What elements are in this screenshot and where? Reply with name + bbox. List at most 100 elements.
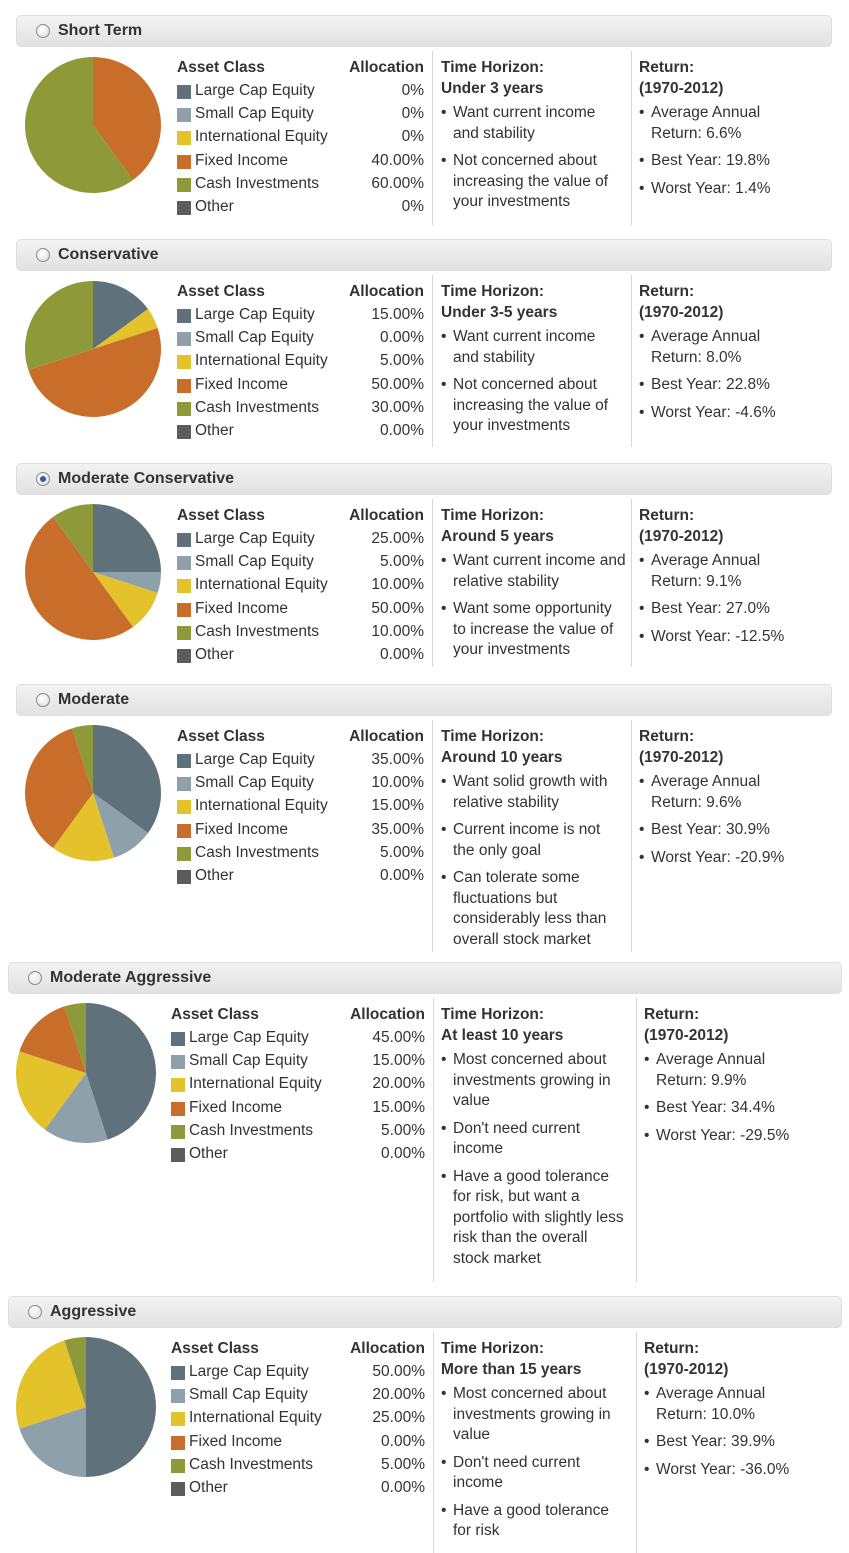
- color-swatch: [171, 1389, 185, 1404]
- return-period: (1970-2012): [639, 303, 724, 321]
- column-divider: [631, 51, 632, 225]
- asset-name: International Equity: [189, 1409, 322, 1427]
- pie-slice-small-cap: [44, 1073, 108, 1143]
- asset-name: Large Cap Equity: [195, 82, 315, 99]
- time-horizon-value: More than 15 years: [441, 1360, 582, 1378]
- asset-name: Small Cap Equity: [195, 329, 314, 347]
- bullet-dot: •: [441, 869, 447, 886]
- bullet-dot: •: [639, 600, 645, 617]
- return-bullet: • Best Year: 34.4%: [644, 1098, 814, 1119]
- table-header: Asset Class Allocation: [177, 283, 432, 306]
- return-bullet: • Average Annual Return: 9.1%: [639, 551, 809, 592]
- bullet-text: Average Annual Return: 9.6%: [651, 773, 761, 811]
- return-bullet: • Best Year: 22.8%: [639, 375, 809, 396]
- asset-row: Large Cap Equity 45.00%: [171, 1029, 433, 1052]
- portfolio-radio[interactable]: [28, 1305, 42, 1319]
- allocation-value: 0%: [401, 105, 424, 123]
- time-horizon-label: Time Horizon:: [441, 1340, 545, 1357]
- allocation-value: 5.00%: [380, 553, 424, 571]
- portfolio-title: Short Term: [58, 22, 143, 39]
- bullet-dot: •: [639, 773, 645, 790]
- color-swatch: [171, 1055, 185, 1070]
- asset-name: Large Cap Equity: [195, 530, 315, 547]
- bullet-dot: •: [639, 104, 645, 121]
- portfolio-title: Moderate Conservative: [58, 470, 235, 487]
- allocation-value: 0.00%: [381, 1144, 425, 1162]
- portfolio-header[interactable]: Moderate Aggressive: [8, 962, 842, 994]
- allocation-value: 10.00%: [371, 576, 424, 594]
- color-swatch: [171, 1032, 185, 1046]
- asset-row: Cash Investments 5.00%: [171, 1122, 433, 1145]
- asset-name: Fixed Income: [195, 820, 289, 838]
- bullet-text: Have a good tolerance for risk: [453, 1501, 609, 1540]
- bullet-dot: •: [441, 773, 447, 790]
- portfolio-radio[interactable]: [36, 693, 50, 707]
- asset-row: Cash Investments 5.00%: [171, 1456, 433, 1479]
- horizon-bullet: • Want current income and stability: [441, 327, 623, 368]
- color-swatch: [177, 200, 191, 215]
- color-swatch: [177, 154, 191, 169]
- pie-slice-small-cap: [19, 1407, 87, 1477]
- asset-name: Cash Investments: [195, 622, 320, 640]
- allocation-value: 30.00%: [371, 398, 424, 416]
- portfolio-header[interactable]: Moderate: [16, 684, 832, 716]
- bullet-text: Best Year: 39.9%: [656, 1433, 775, 1450]
- allocation-value: 25.00%: [372, 1409, 425, 1427]
- bullet-dot: •: [639, 552, 645, 569]
- bullet-text: Worst Year: -36.0%: [656, 1460, 790, 1478]
- bullet-dot: •: [644, 1126, 650, 1144]
- pie-slice-cash: [24, 57, 133, 193]
- color-swatch: [177, 846, 191, 861]
- time-horizon-label: Time Horizon:: [441, 1006, 545, 1023]
- portfolio-radio[interactable]: [36, 248, 50, 262]
- portfolio-header[interactable]: Short Term: [16, 15, 832, 47]
- return-bullet: • Average Annual Return: 6.6%: [639, 103, 809, 144]
- portfolio-radio[interactable]: [36, 24, 50, 38]
- allocation-value: 10.00%: [371, 622, 424, 640]
- asset-name: International Equity: [189, 1075, 322, 1093]
- bullet-text: Best Year: 30.9%: [651, 821, 770, 838]
- horizon-bullet: • Don't need current income: [441, 1453, 626, 1494]
- portfolio-header[interactable]: Conservative: [16, 239, 832, 271]
- bullet-text: Don't need current income: [453, 1453, 581, 1492]
- horizon-bullet: • Want some opportunity to increase the v…: [441, 599, 626, 661]
- asset-name: International Equity: [195, 352, 328, 370]
- pie-slice-cash: [64, 1337, 86, 1407]
- column-divider: [631, 275, 632, 447]
- asset-name: Other: [195, 645, 234, 663]
- bullet-text: Want solid growth with relative stabilit…: [453, 773, 608, 811]
- column-divider: [631, 720, 632, 952]
- column-divider: [432, 275, 433, 447]
- portfolio-section: Conservative Asset Class Allocation Large C…: [0, 239, 849, 447]
- pie-slice-international: [15, 1051, 87, 1130]
- bullet-dot: •: [441, 376, 447, 393]
- asset-allocation-table: Asset Class Allocation Large Cap Equity 50.…: [171, 1340, 433, 1502]
- asset-name: Fixed Income: [195, 599, 289, 617]
- asset-class-header: Asset Class: [177, 728, 265, 745]
- bullet-text: Not concerned about increasing the value…: [453, 152, 609, 210]
- color-swatch: [177, 332, 191, 347]
- asset-name: Fixed Income: [189, 1432, 283, 1450]
- time-horizon-column: Time Horizon: More than 15 years • Most con…: [441, 1339, 626, 1549]
- color-swatch: [177, 823, 191, 838]
- horizon-bullet: • Can tolerate some fluctuations but cons…: [441, 868, 626, 950]
- bullet-dot: •: [639, 848, 645, 866]
- return-bullet: • Worst Year: -4.6%: [639, 403, 809, 424]
- allocation-header: Allocation: [349, 283, 424, 300]
- column-divider: [433, 1332, 434, 1553]
- portfolio-header[interactable]: Aggressive: [8, 1296, 842, 1328]
- time-horizon-value: At least 10 years: [441, 1026, 564, 1044]
- portfolio-radio[interactable]: [28, 971, 42, 985]
- return-bullet: • Worst Year: -12.5%: [639, 627, 809, 648]
- asset-class-header: Asset Class: [171, 1006, 259, 1023]
- asset-name: Fixed Income: [195, 375, 289, 393]
- allocation-value: 20.00%: [372, 1386, 425, 1404]
- portfolio-header[interactable]: Moderate Conservative: [16, 463, 832, 495]
- portfolio-radio[interactable]: [36, 472, 50, 486]
- bullet-text: Average Annual Return: 10.0%: [656, 1385, 766, 1423]
- return-column: Return: (1970-2012) • Average Annual Return…: [639, 282, 809, 430]
- pie-slice-large-cap: [93, 504, 161, 572]
- color-swatch: [177, 869, 191, 884]
- table-header: Asset Class Allocation: [177, 728, 432, 751]
- bullet-dot: •: [644, 1051, 650, 1068]
